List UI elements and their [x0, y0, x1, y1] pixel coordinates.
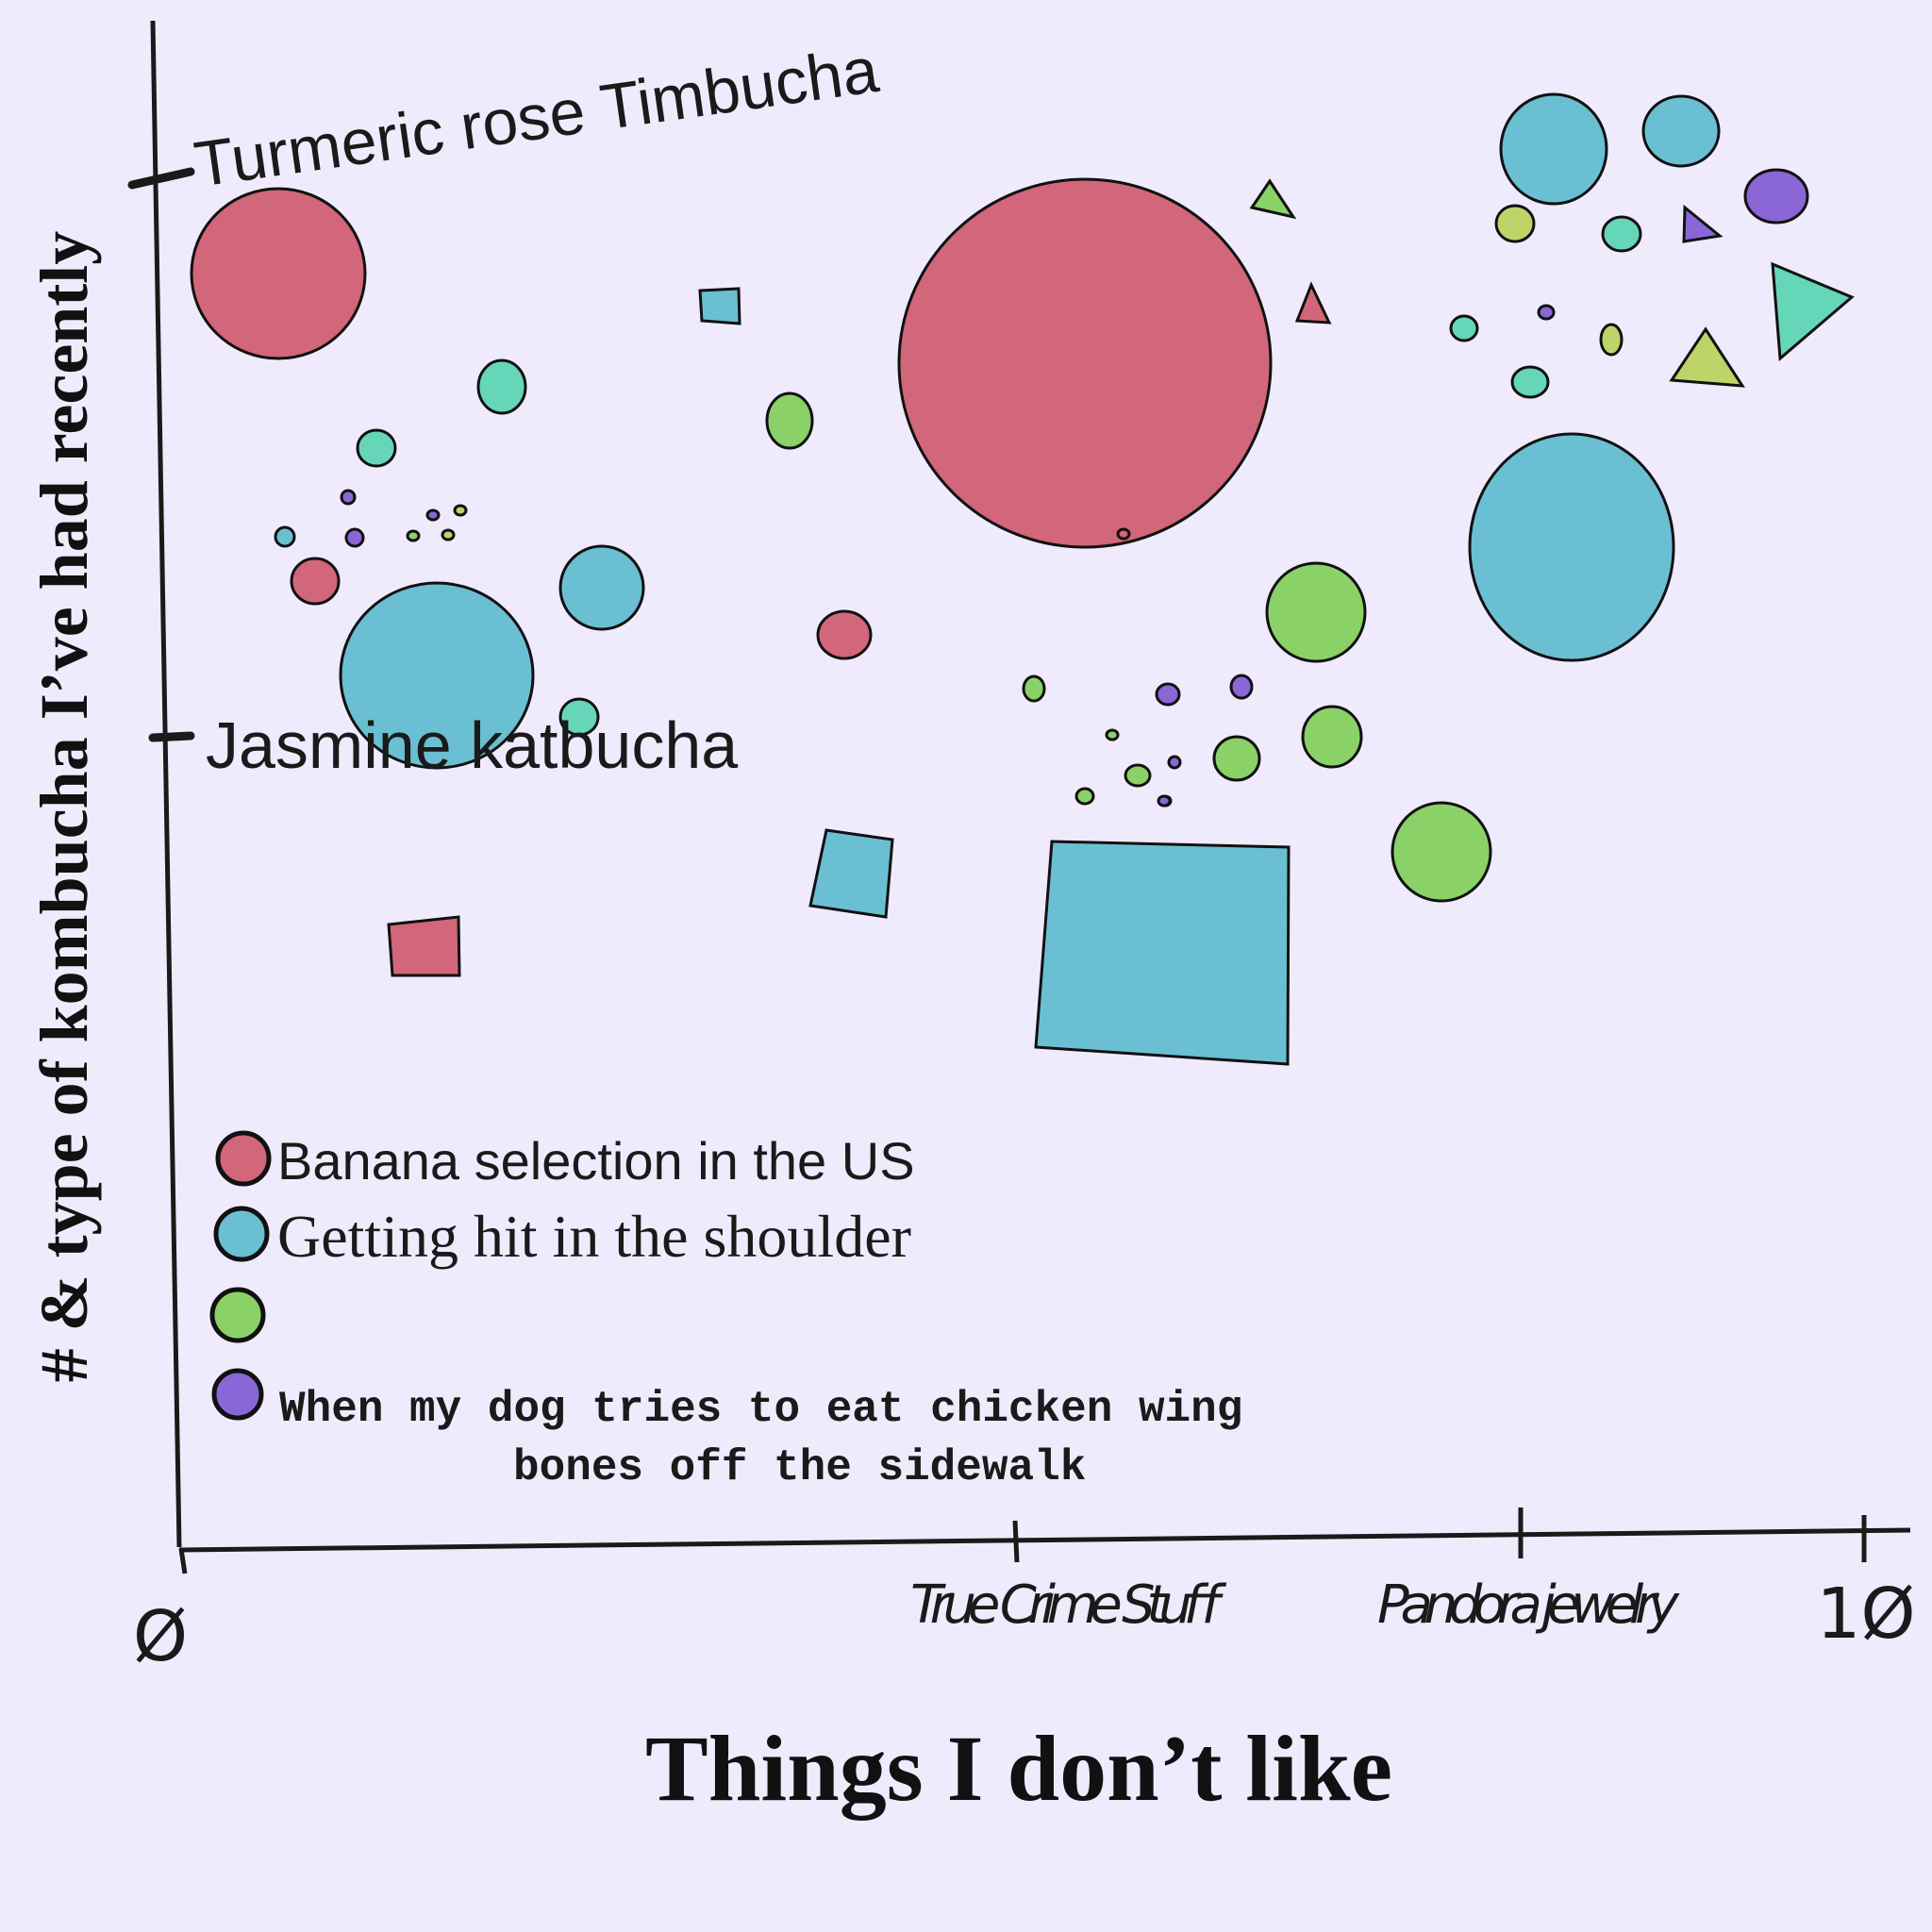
- chart-triangle-50: [1682, 204, 1724, 243]
- chart-bubble-40: [1167, 755, 1182, 770]
- chart-bubble-32: [453, 504, 468, 517]
- legend-label-dog: When my dog tries to eat chicken wing bo…: [279, 1385, 1269, 1492]
- legend-label-dog-line-1: When my dog tries to eat chicken wing: [279, 1385, 1242, 1434]
- chart-bubble-30: [1599, 323, 1624, 357]
- chart-bubble-23: [1391, 801, 1492, 903]
- chart-bubble-41: [1157, 794, 1172, 808]
- chart-bubble-22: [1212, 735, 1261, 782]
- chart-bubble-16: [1601, 215, 1642, 253]
- chart-bubble-17: [1449, 314, 1479, 342]
- legend-swatch-green: [209, 1287, 266, 1343]
- chart-bubble-4: [816, 609, 873, 660]
- chart-bubble-3: [290, 557, 341, 606]
- x-tick-label-10: 1Ø: [1816, 1574, 1915, 1655]
- legend-swatch-banana: [215, 1130, 272, 1187]
- chart-bubble-37: [344, 527, 365, 548]
- chart-bubble-27: [1105, 728, 1120, 741]
- chart-triangle-46: [1771, 261, 1855, 362]
- chart-bubble-24: [1022, 675, 1046, 703]
- chart-bubble-33: [1743, 168, 1809, 225]
- legend-swatch-shoulder: [213, 1206, 270, 1262]
- chart-bubble-11: [1641, 94, 1721, 168]
- y-tick-mark-jasmine: [148, 731, 195, 742]
- chart-bubble-20: [1265, 561, 1367, 663]
- y-tick-label-jasmine: Jasmine katbucha: [206, 708, 738, 782]
- chart-bubble-19: [765, 391, 814, 450]
- legend-swatch-dog: [211, 1368, 264, 1421]
- chart-square-43: [808, 828, 894, 919]
- data-marks: [190, 92, 1855, 1066]
- chart-bubble-14: [356, 428, 397, 468]
- legend-label-shoulder: Getting hit in the shoulder: [277, 1203, 911, 1270]
- chart-triangle-48: [1249, 178, 1297, 220]
- chart-bubble-39: [425, 508, 441, 522]
- x-tick-label-0: Ø: [133, 1596, 188, 1677]
- y-tick-mark-turmeric: [127, 167, 195, 190]
- chart-triangle-47: [1669, 326, 1745, 388]
- y-axis-title: # & type of kombucha I’ve had recently: [26, 231, 102, 1383]
- legend: Banana selection in the US Getting hit i…: [209, 1130, 1269, 1492]
- chart-bubble-12: [274, 525, 296, 548]
- chart-square-42: [1034, 840, 1291, 1066]
- x-axis-line: [178, 1527, 1911, 1553]
- x-tick-label-pandora: Pandora jewelry: [1377, 1574, 1680, 1636]
- chart-bubble-25: [1124, 763, 1152, 788]
- chart-bubble-1: [190, 187, 367, 360]
- chart-triangle-49: [1294, 281, 1332, 325]
- chart-bubble-21: [1301, 705, 1363, 769]
- y-axis-line: [150, 20, 182, 1548]
- chart-bubble-18: [1510, 365, 1550, 399]
- chart-bubble-7: [339, 581, 535, 770]
- x-axis-title: Things I don’t like: [645, 1716, 1392, 1821]
- chart-bubble-5: [1116, 527, 1131, 541]
- chart-bubble-34: [1155, 682, 1181, 707]
- chart-bubble-13: [476, 358, 527, 415]
- legend-label-banana: Banana selection in the US: [277, 1131, 915, 1191]
- chart-bubble-31: [441, 528, 456, 541]
- chart-bubble-9: [1468, 432, 1675, 662]
- chart-bubble-26: [1074, 787, 1095, 806]
- x-tick-label-true-crime: True Crime Stuff: [910, 1574, 1227, 1636]
- chart-bubble-28: [406, 529, 421, 542]
- chart-square-44: [698, 287, 741, 325]
- chart-bubble-36: [1537, 304, 1556, 321]
- chart-bubble-15: [558, 697, 600, 737]
- chart-square-45: [387, 915, 461, 977]
- x-tick-mark-0: [178, 1548, 188, 1574]
- chart-bubble-8: [558, 544, 645, 631]
- legend-label-dog-line-2: bones off the sidewalk: [513, 1443, 1086, 1492]
- chart-bubble-29: [1494, 204, 1536, 243]
- chart-bubble-38: [340, 489, 357, 506]
- chart-bubble-2: [897, 177, 1273, 549]
- y-tick-label-turmeric: Turmeric rose Timbucha: [191, 34, 883, 201]
- chart-bubble-10: [1499, 92, 1608, 206]
- x-tick-mark-true-crime: [1012, 1520, 1020, 1563]
- chart-bubble-35: [1229, 674, 1254, 700]
